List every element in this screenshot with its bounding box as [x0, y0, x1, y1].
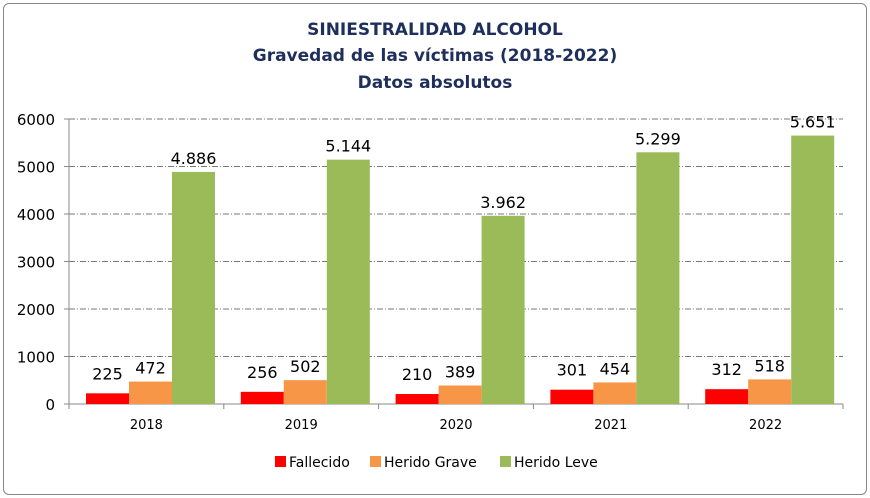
data-label: 3.962 [480, 193, 526, 212]
bar-fallecido [395, 394, 439, 404]
data-label: 389 [445, 363, 476, 382]
x-tick-label: 2022 [749, 418, 782, 433]
y-tick-label: 1000 [17, 349, 55, 367]
legend-swatch-1 [370, 456, 381, 467]
chart-subtitle: Gravedad de las víctimas (2018-2022) [252, 46, 618, 66]
bar-fallecido [705, 389, 749, 404]
chart-frame [3, 3, 867, 495]
data-label: 312 [711, 360, 742, 379]
legend-label: Fallecido [289, 455, 350, 471]
data-label: 210 [402, 365, 433, 384]
data-label: 5.144 [325, 137, 371, 156]
y-tick-label: 0 [45, 396, 55, 414]
bar-herido-leve [481, 215, 525, 404]
bar-fallecido [240, 391, 284, 404]
bar-herido-grave [438, 385, 482, 404]
bar-herido-leve [326, 159, 370, 404]
data-label: 454 [600, 359, 631, 378]
data-label: 502 [290, 357, 321, 376]
legend-label: Herido Leve [514, 455, 598, 471]
data-label: 4.886 [171, 149, 217, 168]
bar-herido-leve [636, 152, 680, 404]
x-tick-label: 2019 [285, 418, 318, 433]
data-label: 5.299 [635, 129, 681, 148]
y-tick-label: 2000 [17, 301, 55, 319]
chart-title: SINIESTRALIDAD ALCOHOL [307, 20, 563, 40]
data-label: 225 [92, 364, 123, 383]
x-tick-label: 2018 [130, 418, 163, 433]
data-label: 5.651 [790, 113, 836, 132]
y-tick-label: 4000 [17, 206, 55, 224]
y-tick-label: 6000 [17, 111, 55, 129]
bar-herido-leve [791, 135, 835, 404]
legend-label: Herido Grave [384, 455, 477, 471]
data-label: 301 [557, 361, 588, 380]
bar-herido-grave [593, 382, 637, 404]
legend-swatch-0 [275, 456, 286, 467]
bar-herido-grave [129, 381, 172, 404]
y-tick-label: 5000 [17, 159, 55, 177]
data-label: 472 [135, 359, 166, 378]
legend-swatch-2 [500, 456, 511, 467]
bar-fallecido [550, 389, 594, 404]
bar-herido-grave [283, 380, 327, 404]
data-label: 256 [247, 363, 278, 382]
data-label: 518 [754, 356, 785, 375]
x-tick-label: 2021 [594, 418, 627, 433]
chart-subtitle-2: Datos absolutos [357, 73, 513, 93]
y-tick-label: 3000 [17, 254, 55, 272]
bar-fallecido [86, 393, 129, 404]
bar-herido-grave [748, 379, 792, 404]
bar-herido-leve [172, 171, 215, 404]
x-tick-label: 2020 [439, 418, 472, 433]
